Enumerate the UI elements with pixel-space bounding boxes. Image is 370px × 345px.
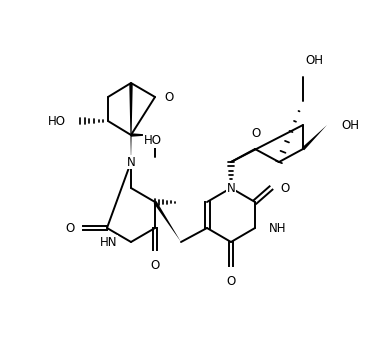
Text: O: O: [164, 90, 173, 104]
Text: NH: NH: [269, 221, 286, 235]
Text: HO: HO: [144, 134, 162, 147]
Text: O: O: [226, 275, 236, 288]
Text: O: O: [251, 127, 260, 140]
Text: OH: OH: [341, 118, 359, 131]
Polygon shape: [131, 133, 155, 137]
Polygon shape: [302, 125, 327, 150]
Text: HO: HO: [48, 115, 66, 128]
Polygon shape: [129, 83, 133, 162]
Text: OH: OH: [305, 54, 323, 67]
Text: O: O: [66, 221, 75, 235]
Text: HN: HN: [100, 236, 117, 248]
Polygon shape: [154, 201, 181, 242]
Text: O: O: [150, 259, 159, 272]
Text: N: N: [227, 181, 235, 195]
Text: N: N: [127, 156, 135, 168]
Text: O: O: [280, 181, 289, 195]
